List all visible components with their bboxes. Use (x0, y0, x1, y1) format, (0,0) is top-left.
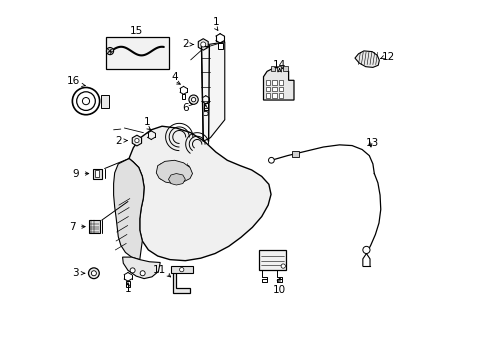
Text: 2: 2 (115, 136, 122, 145)
Bar (276, 66, 281, 71)
Bar (149, 139, 153, 145)
Bar (171, 266, 192, 273)
Bar (283, 66, 287, 71)
Polygon shape (122, 257, 160, 279)
Bar (272, 93, 276, 98)
Text: 2: 2 (182, 40, 188, 49)
Bar (270, 66, 274, 71)
Circle shape (91, 271, 96, 276)
Text: 3: 3 (72, 268, 79, 278)
Bar (258, 250, 285, 270)
Circle shape (88, 268, 99, 279)
Circle shape (135, 138, 139, 143)
Text: 6: 6 (182, 103, 189, 113)
Circle shape (201, 42, 205, 47)
Text: 13: 13 (366, 139, 379, 148)
Bar (89, 220, 100, 233)
Bar (291, 151, 298, 157)
Bar (265, 80, 270, 85)
Bar (278, 87, 283, 91)
Bar (182, 94, 185, 99)
Circle shape (179, 267, 183, 272)
Circle shape (281, 264, 285, 268)
Bar (272, 87, 276, 91)
Bar (265, 93, 270, 98)
Circle shape (191, 98, 195, 102)
Circle shape (140, 271, 145, 276)
Polygon shape (156, 160, 192, 184)
Text: 10: 10 (272, 285, 285, 296)
Polygon shape (129, 126, 270, 261)
Bar (278, 93, 283, 98)
Bar (272, 80, 276, 85)
Circle shape (188, 95, 198, 104)
Polygon shape (354, 51, 379, 67)
Circle shape (130, 268, 135, 273)
Bar (203, 103, 207, 111)
Text: 8: 8 (183, 165, 189, 175)
Text: 1: 1 (212, 17, 219, 27)
Text: 14: 14 (272, 60, 285, 70)
Text: 7: 7 (69, 222, 76, 231)
Circle shape (106, 48, 113, 55)
Polygon shape (132, 135, 142, 146)
Circle shape (164, 168, 168, 172)
Text: 15: 15 (130, 26, 143, 36)
Bar (106, 37, 169, 69)
Text: 12: 12 (381, 52, 394, 62)
Text: 9: 9 (73, 168, 79, 179)
Bar (101, 95, 109, 108)
Text: 11: 11 (152, 265, 165, 275)
Bar (125, 281, 130, 287)
Circle shape (362, 246, 369, 253)
Polygon shape (113, 158, 144, 260)
Circle shape (268, 157, 274, 163)
Polygon shape (198, 39, 208, 50)
Text: 5: 5 (202, 108, 209, 118)
Polygon shape (168, 174, 185, 185)
Bar (94, 170, 99, 177)
Text: 1: 1 (143, 117, 150, 127)
Bar (265, 87, 270, 91)
Text: 16: 16 (66, 76, 80, 86)
Polygon shape (163, 165, 174, 175)
Polygon shape (172, 271, 190, 293)
Text: 4: 4 (171, 72, 178, 82)
Bar (217, 42, 222, 49)
Polygon shape (201, 42, 224, 141)
Polygon shape (263, 68, 293, 100)
Text: 1: 1 (124, 284, 131, 294)
Bar (93, 168, 102, 179)
Bar (278, 80, 283, 85)
